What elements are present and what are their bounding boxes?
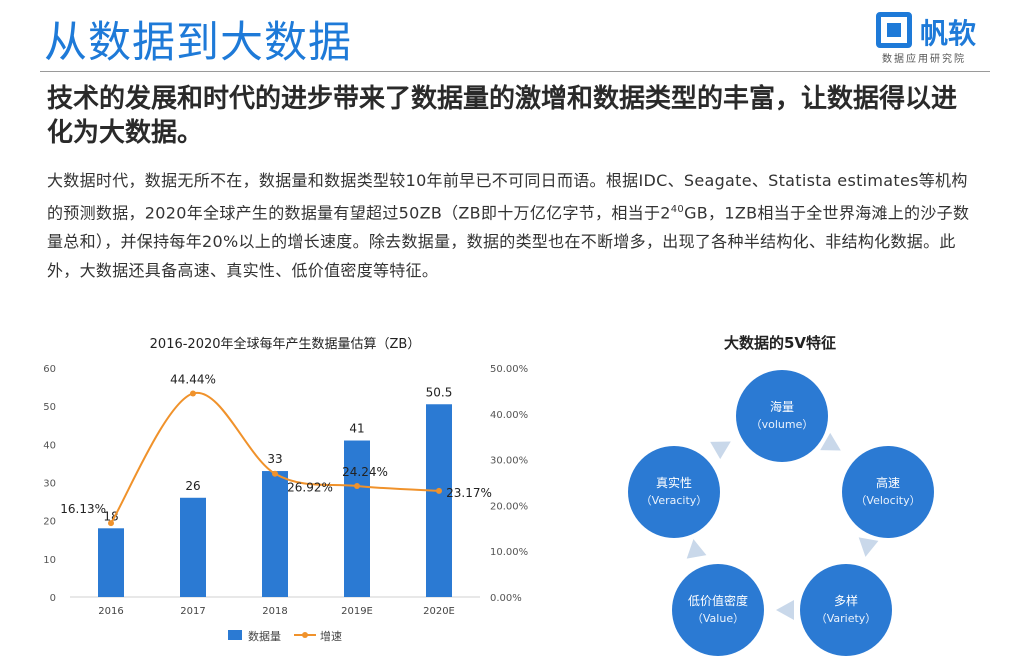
growth-point (108, 520, 114, 527)
v-label-en: （Value） (691, 612, 745, 625)
chart-title: 2016-2020年全球每年产生数据量估算（ZB） (150, 336, 421, 352)
y-left-tick-label: 30 (43, 479, 56, 490)
body-text-part1: 大数据时代，数据无所不在，数据量和数据类型较10年前早已不可同日而语。根据IDC… (47, 171, 968, 223)
legend-line-label: 增速 (320, 629, 342, 643)
y-left-tick-label: 20 (43, 517, 56, 528)
v-label-zh: 低价值密度 (687, 594, 748, 608)
growth-point (190, 390, 196, 397)
logo-name: 帆软 (920, 17, 977, 50)
bar-value-label: 18 (103, 509, 118, 523)
x-tick-label: 2019E (341, 606, 373, 617)
body-paragraph: 大数据时代，数据无所不在，数据量和数据类型较10年前早已不可同日而语。根据IDC… (47, 166, 982, 285)
page-title: 从数据到大数据 (44, 18, 352, 68)
growth-point (354, 482, 360, 489)
y-left-tick-label: 60 (43, 364, 56, 375)
bar-value-label: 33 (267, 452, 282, 466)
bar-2016 (98, 528, 124, 597)
header-divider (40, 71, 990, 72)
y-right-tick-label: 10.00% (490, 547, 528, 558)
y-right-tick-label: 40.00% (490, 410, 528, 421)
bar-2020E (426, 404, 452, 597)
y-right-tick-label: 20.00% (490, 501, 528, 512)
x-tick-label: 2020E (423, 606, 455, 617)
growth-value-label: 23.17% (446, 486, 492, 500)
legend-bar-swatch (228, 630, 242, 640)
x-tick-label: 2016 (98, 606, 123, 617)
five-v-title: 大数据的5V特征 (723, 334, 837, 352)
y-left-tick-label: 50 (43, 402, 56, 413)
v-label-zh: 高速 (875, 476, 900, 490)
y-right-tick-label: 50.00% (490, 364, 528, 375)
v-label-zh: 真实性 (655, 476, 692, 490)
logo-icon (876, 12, 912, 48)
v-circle-value: 低价值密度 （Value） (672, 564, 764, 656)
body-text-part2: GB，1ZB相当于全世界海滩上的沙子数量总和），并保持每年20%以上的增长速度。… (47, 203, 970, 281)
bar-2018 (262, 471, 288, 597)
x-tick-label: 2017 (180, 606, 205, 617)
legend-line-marker (302, 632, 308, 638)
v-circle-velocity: 高速 （Velocity） (842, 446, 934, 538)
x-tick-label: 2018 (262, 606, 287, 617)
data-volume-chart: 2016-2020年全球每年产生数据量估算（ZB） 0 10 20 30 40 50 60 0.… (30, 320, 550, 662)
v-circle-veracity: 真实性 （Veracity） (628, 446, 720, 538)
arrow-left-icon (776, 600, 794, 620)
bar-value-label: 50.5 (426, 385, 453, 399)
y-left-tick-label: 10 (43, 555, 56, 566)
fanruan-logo: 帆软 数据应用研究院 (876, 12, 996, 65)
v-label-zh: 海量 (769, 400, 794, 414)
y-right-tick-label: 0.00% (490, 593, 522, 604)
five-v-diagram: 大数据的5V特征 海量 （volume） 高速 （Velocity） 多样 （V… (620, 320, 940, 662)
v-circle-variety: 多样 （Variety） (800, 564, 892, 656)
growth-value-label: 26.92% (287, 481, 333, 495)
section-subtitle: 技术的发展和时代的进步带来了数据量的激增和数据类型的丰富，让数据得以进化为大数据… (47, 84, 958, 148)
bar-2017 (180, 497, 206, 597)
arrow-right-icon (820, 432, 846, 460)
v-label-en: （volume） (750, 418, 814, 431)
body-superscript: 40 (670, 204, 685, 215)
bar-value-label: 26 (185, 479, 200, 493)
y-left-tick-label: 0 (50, 593, 56, 604)
y-right-tick-label: 30.00% (490, 456, 528, 467)
v-label-en: （Velocity） (855, 494, 921, 507)
arrow-up-right-icon (710, 432, 736, 460)
arrow-up-icon (683, 537, 707, 559)
growth-point (272, 470, 278, 477)
v-circle-volume: 海量 （volume） (736, 370, 828, 462)
arrow-down-icon (855, 537, 879, 559)
v-label-en: （Veracity） (640, 494, 708, 507)
chart-svg: 2016-2020年全球每年产生数据量估算（ZB） 0 10 20 30 40 50 60 0.… (43, 336, 528, 643)
growth-value-label: 44.44% (170, 372, 216, 386)
v-label-zh: 多样 (833, 594, 858, 608)
growth-line (110, 392, 440, 524)
bar-2019E (344, 440, 370, 597)
logo-subtitle: 数据应用研究院 (882, 54, 966, 65)
growth-value-label: 16.13% (60, 502, 106, 516)
bar-value-label: 41 (349, 422, 364, 436)
growth-point (436, 487, 442, 494)
y-left-tick-label: 40 (43, 440, 56, 451)
legend-bar-label: 数据量 (248, 629, 281, 643)
v-label-en: （Variety） (815, 612, 877, 625)
growth-value-label: 24.24% (342, 465, 388, 479)
